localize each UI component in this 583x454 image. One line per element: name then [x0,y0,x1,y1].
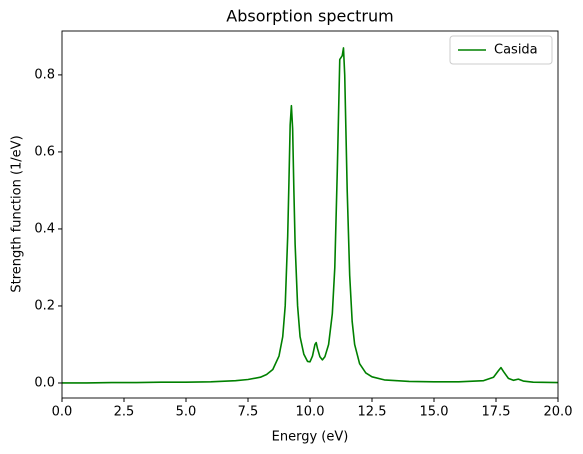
x-tick-label: 20.0 [544,405,573,420]
x-tick-label: 2.5 [114,405,135,420]
y-tick-label: 0.0 [34,375,55,390]
y-tick-label: 0.4 [34,221,55,236]
x-tick-label: 10.0 [296,405,325,420]
plot-frame [61,30,559,399]
x-tick-label: 0.0 [52,405,73,420]
chart-title: Absorption spectrum [226,7,393,26]
legend-label: Casida [494,43,538,58]
y-tick-label: 0.8 [34,67,55,82]
series-line [62,47,559,384]
x-tick-label: 12.5 [358,405,387,420]
x-axis-label: Energy (eV) [272,430,349,445]
y-tick-label: 0.6 [34,144,55,159]
x-tick-label: 5.0 [176,405,197,420]
x-tick-label: 17.5 [482,405,511,420]
legend-box [449,35,553,65]
y-axis-label: Strength function (1/eV) [10,135,25,292]
y-tick-label: 0.2 [34,298,55,313]
x-tick-label: 7.5 [238,405,259,420]
x-tick-label: 15.0 [420,405,449,420]
